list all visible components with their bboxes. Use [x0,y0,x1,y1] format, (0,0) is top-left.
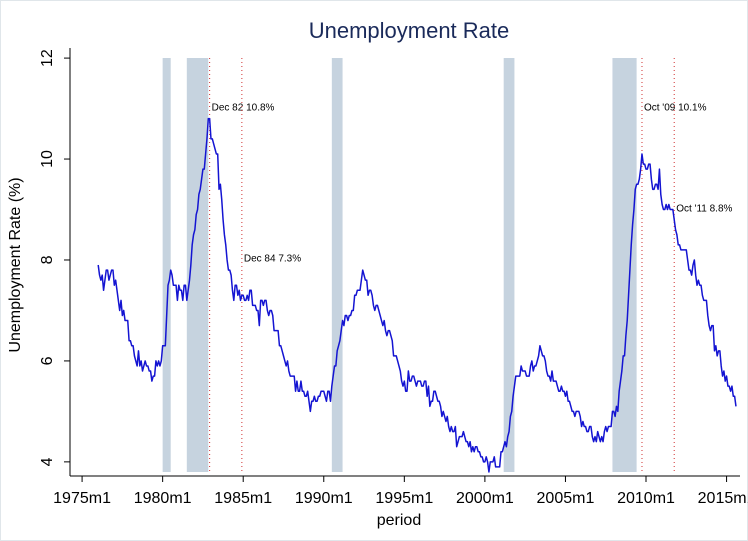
y-tick-label: 4 [39,457,56,466]
y-tick-label: 6 [39,356,56,365]
x-tick-label: 1975m1 [53,490,111,507]
x-tick-label: 2010m1 [617,490,675,507]
x-axis-title: period [377,512,421,529]
recession-band [331,58,343,472]
x-tick-label: 1985m1 [214,490,272,507]
annotation-label: Oct '09 10.1% [644,103,707,114]
recession-band [503,58,515,472]
x-tick-label: 1995m1 [375,490,433,507]
data-line [97,117,737,473]
recession-band [612,58,637,472]
x-tick-label: 2015m1 [698,490,748,507]
annotation-label: Oct '11 8.8% [676,204,732,215]
y-tick-label: 8 [39,255,56,264]
chart-title: Unemployment Rate [309,18,510,43]
x-tick-label: 1980m1 [134,490,192,507]
x-tick-label: 1990m1 [295,490,353,507]
y-tick-label: 12 [39,49,56,67]
y-axis-title: Unemployment Rate (%) [7,177,24,352]
annotation-label: Dec 84 7.3% [244,254,301,265]
recession-band [162,58,171,472]
x-tick-label: 2000m1 [456,490,514,507]
recession-band [186,58,209,472]
annotation-label: Dec 82 10.8% [212,103,275,114]
y-tick-label: 10 [39,150,56,168]
x-tick-label: 2005m1 [537,490,595,507]
